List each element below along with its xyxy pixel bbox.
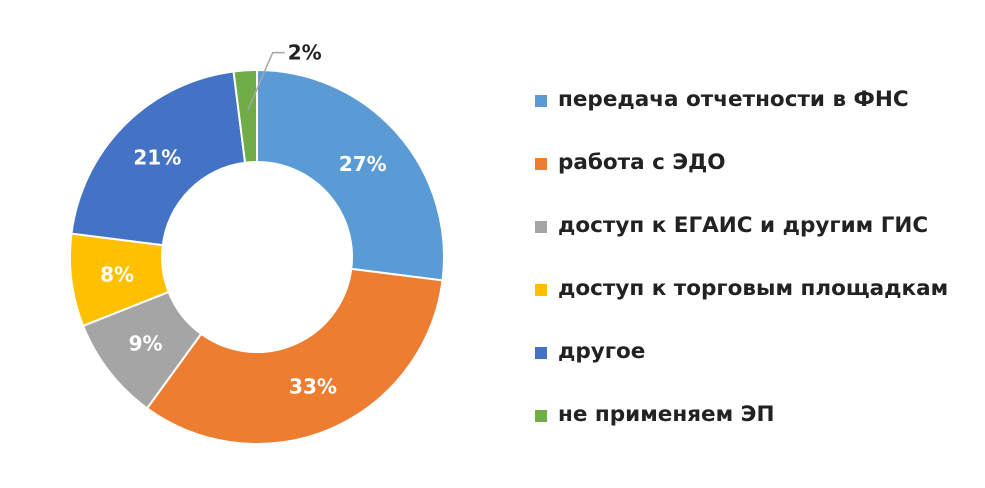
legend-swatch-1	[535, 158, 547, 170]
legend-item-5: не применяем ЭП	[535, 401, 948, 464]
donut-slice-0	[256, 68, 445, 282]
legend-swatch-3	[535, 284, 547, 296]
donut-slice-5	[232, 68, 258, 164]
slice-data-label-1: 33%	[289, 374, 337, 398]
chart-legend: передача отчетности в ФНС работа с ЭДО дос…	[535, 86, 948, 464]
donut-slice-4	[70, 70, 247, 247]
slice-data-label-2: 9%	[129, 331, 163, 355]
legend-swatch-4	[535, 347, 547, 359]
leader-line-5	[247, 51, 285, 111]
legend-item-0: передача отчетности в ФНС	[535, 86, 948, 149]
legend-label-5: не применяем ЭП	[558, 402, 775, 427]
legend-label-1: работа с ЭДО	[558, 150, 726, 175]
donut-slice-1	[145, 267, 444, 445]
legend-item-2: доступ к ЕГАИС и другим ГИС	[535, 212, 948, 275]
legend-item-4: другое	[535, 338, 948, 401]
legend-item-1: работа с ЭДО	[535, 149, 948, 212]
legend-label-4: другое	[558, 339, 646, 364]
slice-data-label-5: 2%	[288, 41, 322, 65]
legend-swatch-0	[535, 95, 547, 107]
legend-swatch-5	[535, 410, 547, 422]
legend-label-0: передача отчетности в ФНС	[558, 87, 909, 112]
slice-data-label-3: 8%	[100, 263, 134, 287]
legend-swatch-2	[535, 221, 547, 233]
slice-data-label-4: 21%	[133, 145, 181, 169]
slice-data-label-0: 27%	[339, 152, 387, 176]
legend-label-3: доступ к торговым площадкам	[558, 276, 949, 301]
legend-label-2: доступ к ЕГАИС и другим ГИС	[558, 213, 929, 238]
legend-item-3: доступ к торговым площадкам	[535, 275, 948, 338]
